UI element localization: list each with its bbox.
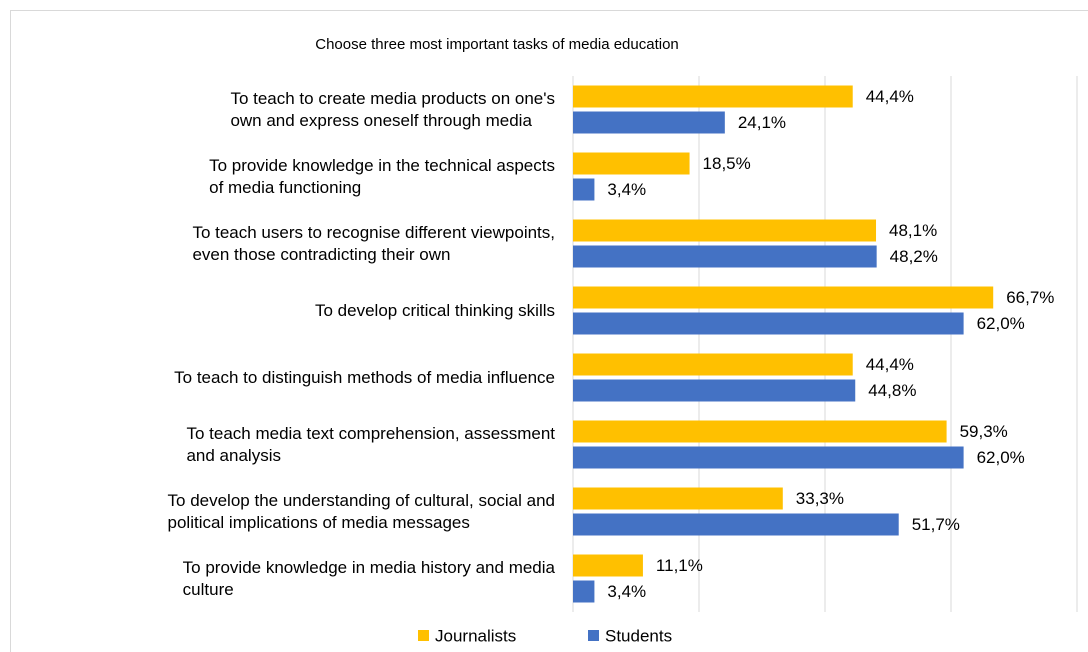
bar <box>573 152 690 175</box>
category-label: To teach to distinguish methods of media… <box>174 367 555 387</box>
value-label: 33,3% <box>796 489 844 508</box>
bar <box>573 446 964 469</box>
value-label: 59,3% <box>960 422 1008 441</box>
value-label: 11,1% <box>656 556 703 575</box>
bar <box>573 554 643 577</box>
bar <box>573 245 877 268</box>
category-label: To teach users to recognise different vi… <box>192 222 555 264</box>
category-label: To develop the understanding of cultural… <box>167 490 555 532</box>
bar <box>573 513 899 536</box>
value-label: 48,2% <box>890 247 938 266</box>
bar <box>573 178 595 201</box>
value-label: 62,0% <box>977 314 1025 333</box>
legend-label: Journalists <box>435 626 516 645</box>
value-label: 24,1% <box>738 113 786 132</box>
value-label: 66,7% <box>1006 288 1054 307</box>
bar <box>573 312 964 335</box>
value-label: 3,4% <box>607 582 646 601</box>
bar <box>573 219 877 242</box>
value-label: 44,4% <box>866 87 914 106</box>
category-label: To provide knowledge in the technical as… <box>209 155 555 197</box>
bar <box>573 111 725 134</box>
bar <box>573 420 947 443</box>
legend-label: Students <box>605 626 672 645</box>
category-label: To teach media text comprehension, asses… <box>186 423 555 465</box>
bar <box>573 379 856 402</box>
chart-title: Choose three most important tasks of med… <box>315 36 679 53</box>
value-label: 48,1% <box>889 221 937 240</box>
bar <box>573 580 595 603</box>
legend-swatch <box>588 630 599 641</box>
value-label: 3,4% <box>607 180 646 199</box>
category-label: To provide knowledge in media history an… <box>182 557 555 599</box>
legend-swatch <box>418 630 429 641</box>
value-label: 44,8% <box>868 381 916 400</box>
bar <box>573 353 853 376</box>
bar <box>573 286 994 309</box>
category-label: To develop critical thinking skills <box>315 300 555 320</box>
bar <box>573 487 783 510</box>
value-label: 51,7% <box>912 515 960 534</box>
category-label: To teach to create media products on one… <box>230 88 555 130</box>
value-label: 44,4% <box>866 355 914 374</box>
value-label: 62,0% <box>977 448 1025 467</box>
bar <box>573 85 853 108</box>
value-label: 18,5% <box>703 154 751 173</box>
